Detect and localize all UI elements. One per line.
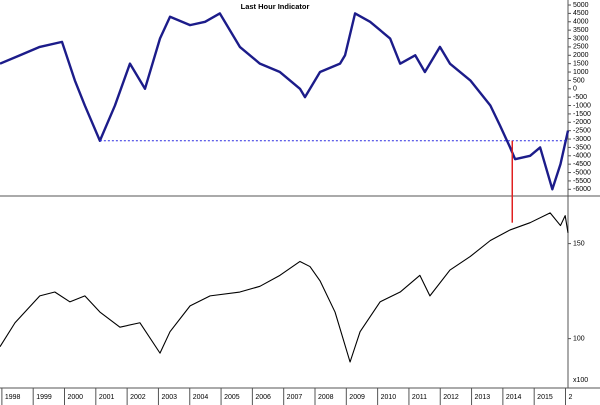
- x-tick-label: 2003: [161, 394, 177, 401]
- x-tick-label: 2014: [506, 394, 522, 401]
- y-tick-label: 2000: [573, 52, 589, 59]
- x-tick-label: 2012: [443, 394, 459, 401]
- y-tick-label: 2500: [573, 44, 589, 51]
- x-tick-label: 2000: [68, 394, 84, 401]
- y-tick-label: 1500: [573, 61, 589, 68]
- y-tick-label: -6000: [573, 186, 591, 193]
- y-tick-label: 3000: [573, 35, 589, 42]
- y-tick-label: 4000: [573, 19, 589, 26]
- y-tick-label: 0: [573, 86, 577, 93]
- x-tick-label: 2002: [130, 394, 146, 401]
- y-tick-label: -4000: [573, 153, 591, 160]
- x-tick-label: 2015: [537, 394, 553, 401]
- x-tick-label: 2011: [412, 394, 427, 401]
- y-tick-label: -3500: [573, 144, 591, 151]
- y-tick-label: -500: [573, 94, 587, 101]
- axis-note: x100: [573, 377, 588, 384]
- x-tick-label: 2009: [349, 394, 365, 401]
- x-tick-label: 2: [568, 394, 572, 401]
- y-tick-label: -5000: [573, 169, 591, 176]
- y-tick-label: 1000: [573, 69, 589, 76]
- data-line: [0, 12, 570, 191]
- y-tick-label: -3000: [573, 136, 591, 143]
- x-tick-label: 2007: [287, 394, 303, 401]
- x-tick-label: 2008: [318, 394, 334, 401]
- y-tick-label: 150: [573, 240, 585, 247]
- y-tick-label: -1500: [573, 111, 591, 118]
- y-tick-label: -5500: [573, 178, 591, 185]
- y-tick-label: -1000: [573, 102, 591, 109]
- data-line: [0, 212, 569, 363]
- y-tick-label: 500: [573, 77, 585, 84]
- x-tick-label: 2001: [99, 394, 115, 401]
- y-tick-label: 4500: [573, 10, 589, 17]
- x-tick-label: 2004: [193, 394, 209, 401]
- y-tick-label: -2000: [573, 119, 591, 126]
- x-tick-label: 2010: [381, 394, 397, 401]
- y-tick-label: 5000: [573, 2, 589, 9]
- chart-title: Last Hour Indicator: [241, 2, 310, 11]
- x-tick-label: 2006: [255, 394, 271, 401]
- x-tick-label: 1998: [5, 394, 21, 401]
- x-tick-label: 1999: [36, 394, 52, 401]
- x-tick-label: 2005: [224, 394, 240, 401]
- y-tick-label: -2500: [573, 128, 591, 135]
- y-tick-label: 100: [573, 335, 585, 342]
- y-tick-label: -4500: [573, 161, 591, 168]
- x-tick-label: 2013: [475, 394, 491, 401]
- y-tick-label: 3500: [573, 27, 589, 34]
